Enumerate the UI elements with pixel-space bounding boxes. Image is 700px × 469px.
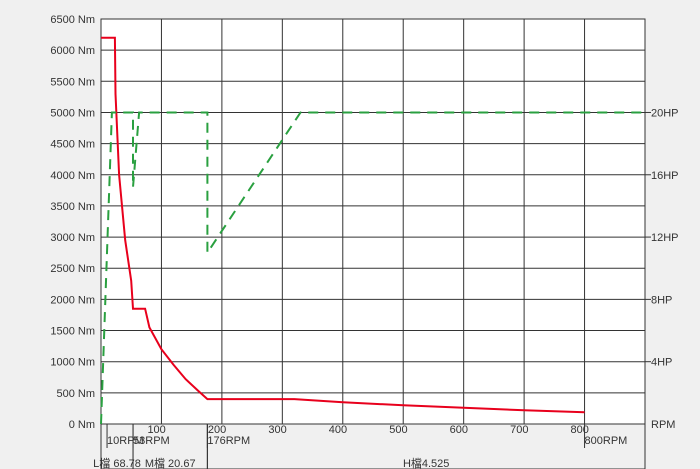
torque-curve	[101, 36, 585, 414]
y-tick-label: 4000 Nm	[50, 170, 95, 182]
gear-range-label: M檔 20.67	[145, 456, 196, 469]
axis-labels: 0 Nm 500 Nm 1000 Nm 1500 Nm 2000 Nm 2500 Nm 30…	[50, 14, 678, 469]
y-tick-label: 5500 Nm	[50, 76, 95, 88]
chart-series	[100, 36, 645, 425]
y2-tick-label: 4HP	[651, 357, 672, 369]
x-tick-label: 700	[510, 424, 528, 436]
x-tick-label: 500	[389, 424, 407, 436]
y-tick-label: 2000 Nm	[50, 294, 95, 306]
gear-range-table	[100, 423, 646, 469]
y-tick-label: 3500 Nm	[50, 201, 95, 213]
rpm-marker-label: 176RPM	[207, 435, 250, 447]
y2-tick-label: 12HP	[651, 232, 679, 244]
x-tick-label: 600	[450, 424, 468, 436]
y2-tick-label: 16HP	[651, 170, 679, 182]
y-tick-label: 3000 Nm	[50, 232, 95, 244]
y2-tick-label: 20HP	[651, 107, 679, 119]
gear-range-label: L檔 68.78	[93, 456, 141, 469]
rpm-marker-label: 10RPM	[107, 435, 144, 447]
y-tick-label: 0 Nm	[69, 419, 95, 431]
x-tick-label: 800	[571, 424, 589, 436]
y2-unit-label: RPM	[651, 419, 675, 431]
rpm-marker-label: 800RPM	[585, 435, 628, 447]
gear-range-label: H檔4.525	[403, 456, 449, 469]
y-tick-label: 2500 Nm	[50, 263, 95, 275]
x-tick-label: 200	[208, 424, 226, 436]
y-tick-label: 4500 Nm	[50, 139, 95, 151]
rpm-marker-label: 53RPM	[133, 435, 170, 447]
y2-tick-label: 8HP	[651, 294, 672, 306]
y-tick-label: 1000 Nm	[50, 357, 95, 369]
y-tick-label: 500 Nm	[56, 388, 95, 400]
power-curve	[100, 111, 645, 425]
x-tick-label: 400	[329, 424, 347, 436]
y-tick-label: 1500 Nm	[50, 326, 95, 338]
gear-range-cell	[206, 423, 646, 469]
y-tick-label: 5000 Nm	[50, 107, 95, 119]
y-tick-label: 6500 Nm	[50, 14, 95, 26]
y-tick-label: 6000 Nm	[50, 45, 95, 57]
plot-area	[100, 18, 646, 425]
x-tick-label: 100	[147, 424, 165, 436]
x-tick-label: 300	[268, 424, 286, 436]
